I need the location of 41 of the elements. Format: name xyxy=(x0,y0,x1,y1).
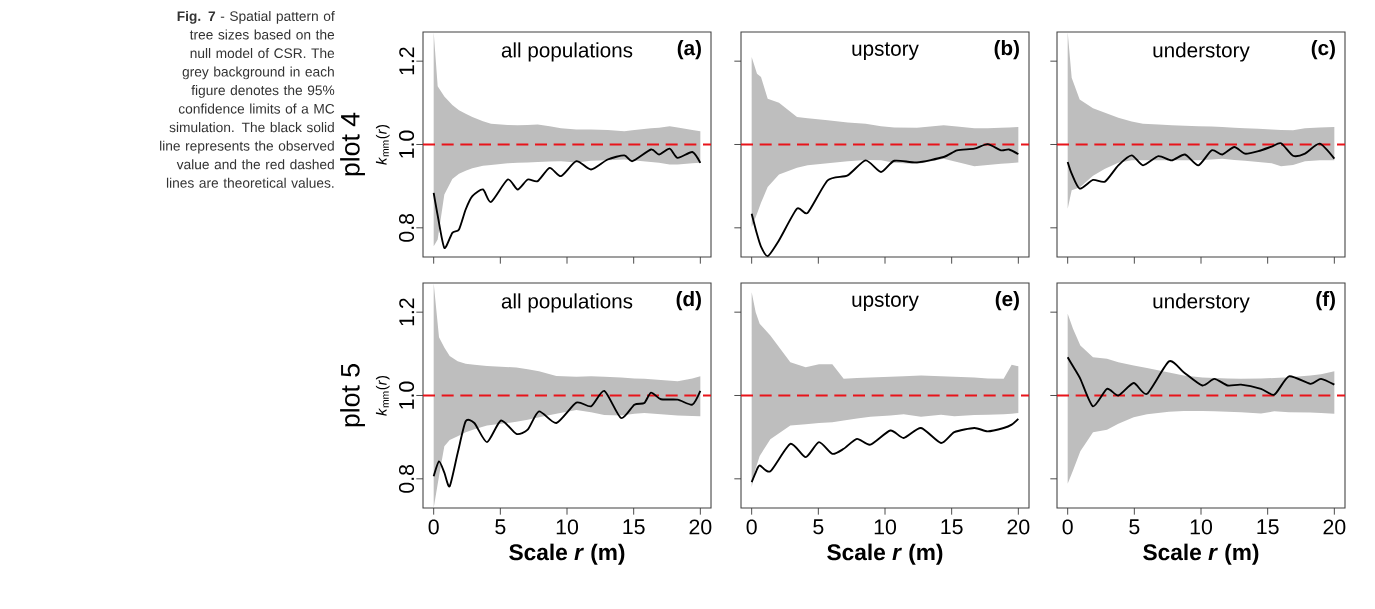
chart-title: all populations xyxy=(501,42,633,62)
chart-title: understory xyxy=(1153,293,1250,313)
x-tick-label: 10 xyxy=(874,519,897,535)
chart-title: understory xyxy=(1153,42,1250,62)
chart-title: upstory xyxy=(852,293,919,311)
annotation: (c) xyxy=(1311,40,1335,60)
x-tick-label: 20 xyxy=(1007,519,1030,535)
x-tick-label: 10 xyxy=(556,519,579,535)
x-tick-label: 5 xyxy=(1129,519,1140,535)
annotation: (f) xyxy=(1316,291,1335,311)
text: Fig. 7 - Spatial pattern of tree sizes based on the null model of CSR. The grey background in each figure denotes the 95% confidence limits of a MC simulation. The black solid line represents the observed value and the red dashed lines are theoretical values. xyxy=(160,10,335,188)
x-tick-label: 10 xyxy=(1190,519,1213,535)
x-tick-label: 0 xyxy=(746,519,757,535)
y-tick-label: 1.0 xyxy=(398,381,415,409)
x-tick-label: 15 xyxy=(941,519,963,535)
text: Scale r (m) xyxy=(509,543,625,565)
y-tick-label: 1.2 xyxy=(399,47,415,75)
chart-title: all populations xyxy=(501,293,633,313)
y-tick-label: 0.8 xyxy=(398,213,415,242)
text: plot 4 xyxy=(340,112,365,176)
annotation: (e) xyxy=(995,291,1019,311)
annotation: (a) xyxy=(677,40,701,60)
x-tick-label: 0 xyxy=(428,519,439,535)
y-tick-label: 1.0 xyxy=(398,130,415,158)
x-tick-label: 0 xyxy=(1062,519,1073,535)
y-tick-label: 0.8 xyxy=(398,464,415,493)
annotation: (b) xyxy=(994,40,1019,60)
text: Scale r (m) xyxy=(827,543,943,565)
y-tick-label: 1.2 xyxy=(399,298,415,326)
chart-title: upstory xyxy=(852,42,919,60)
x-tick-label: 5 xyxy=(495,519,506,535)
annotation: (d) xyxy=(676,291,701,311)
x-tick-label: 5 xyxy=(813,519,824,535)
x-tick-label: 15 xyxy=(1257,519,1279,535)
y-axis-title: k$_{mm}$(r) xyxy=(375,124,390,165)
x-tick-label: 20 xyxy=(1323,519,1346,535)
x-tick-label: 20 xyxy=(689,519,712,535)
text: Scale r (m) xyxy=(1143,543,1259,565)
text: plot 5 xyxy=(340,364,365,427)
y-axis-title: k$_{mm}$(r) xyxy=(375,375,390,416)
x-tick-label: 15 xyxy=(623,519,645,535)
